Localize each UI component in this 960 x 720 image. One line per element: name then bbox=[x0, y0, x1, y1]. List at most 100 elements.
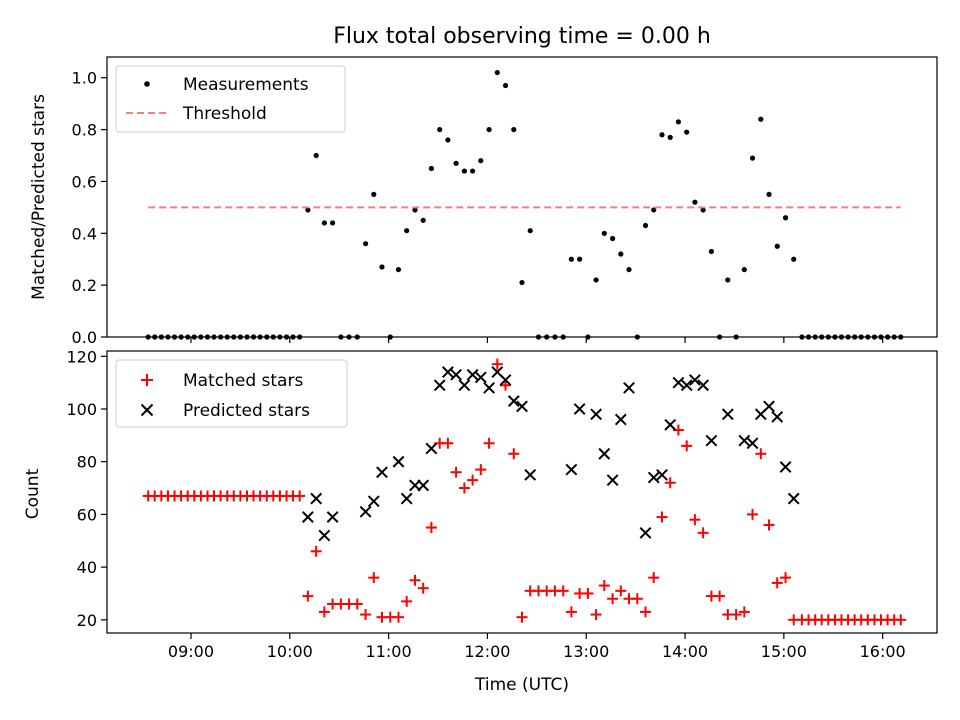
matched-stars-point bbox=[483, 437, 495, 449]
measurements-point bbox=[362, 241, 369, 247]
x-tick-label: 09:00 bbox=[168, 642, 214, 661]
predicted-stars-point bbox=[598, 447, 611, 460]
measurements-point bbox=[659, 132, 665, 138]
matched-stars-point bbox=[763, 519, 775, 531]
measurements-point bbox=[700, 207, 706, 213]
measurements-point bbox=[568, 256, 575, 262]
top-y-tick-label: 0.2 bbox=[72, 276, 97, 295]
bottom-y-tick-label: 40 bbox=[77, 558, 97, 577]
top-plot-area bbox=[145, 69, 904, 340]
measurements-point bbox=[494, 69, 500, 76]
predicted-stars-point bbox=[606, 474, 619, 487]
predicted-stars-point bbox=[310, 492, 323, 505]
legend-matched-marker bbox=[141, 374, 153, 386]
measurements-point bbox=[684, 129, 690, 135]
matched-stars-point bbox=[780, 572, 792, 584]
measurements-point bbox=[420, 217, 426, 223]
measurements-point bbox=[461, 168, 467, 174]
measurements-point bbox=[412, 207, 418, 213]
predicted-stars-point bbox=[318, 529, 331, 542]
x-tick-label: 12:00 bbox=[464, 642, 510, 661]
predicted-stars-point bbox=[400, 492, 413, 505]
matched-stars-point bbox=[656, 511, 668, 523]
measurements-point bbox=[593, 277, 599, 283]
measurements-point bbox=[618, 251, 624, 257]
top-legend: Measurements Threshold bbox=[115, 65, 346, 133]
predicted-stars-point bbox=[376, 466, 388, 479]
measurements-point bbox=[313, 152, 319, 159]
predicted-stars-point bbox=[359, 505, 372, 518]
measurements-point bbox=[741, 266, 747, 273]
bottom-legend: Matched stars Predicted stars bbox=[115, 359, 348, 428]
predicted-stars-point bbox=[721, 408, 734, 421]
matched-stars-point bbox=[607, 593, 619, 605]
predicted-stars-point bbox=[433, 379, 446, 392]
matched-stars-point bbox=[310, 545, 322, 557]
measurements-point bbox=[601, 230, 607, 236]
measurements-point bbox=[305, 207, 311, 213]
x-tick-label: 16:00 bbox=[860, 642, 906, 661]
matched-stars-point bbox=[895, 614, 907, 626]
matched-stars-point bbox=[499, 379, 511, 391]
measurements-point bbox=[478, 158, 484, 164]
predicted-stars-point bbox=[499, 374, 512, 386]
measurements-point bbox=[725, 277, 731, 283]
top-y-tick-label: 0.8 bbox=[72, 121, 97, 140]
matched-stars-point bbox=[475, 464, 487, 476]
measurements-point bbox=[453, 160, 459, 166]
bottom-y-tick-label: 20 bbox=[77, 611, 97, 630]
predicted-stars-point bbox=[680, 379, 693, 392]
matched-stars-point bbox=[582, 587, 594, 599]
matched-stars-point bbox=[392, 611, 404, 623]
matched-stars-point bbox=[755, 448, 767, 460]
measurements-point bbox=[791, 256, 797, 262]
predicted-stars-point bbox=[689, 374, 701, 386]
x-tick-label: 14:00 bbox=[662, 642, 708, 661]
bottom-plot-area bbox=[142, 358, 907, 626]
measurements-point bbox=[774, 243, 780, 249]
matched-stars-point bbox=[417, 582, 429, 594]
matched-stars-point bbox=[467, 474, 479, 486]
measurements-point bbox=[766, 191, 772, 198]
matched-stars-point bbox=[664, 477, 676, 489]
top-y-axis: 0.0 0.2 0.4 0.6 0.8 1.0 bbox=[72, 69, 107, 347]
predicted-stars-point bbox=[458, 379, 471, 392]
predicted-stars-point bbox=[639, 526, 652, 539]
predicted-stars-point bbox=[301, 511, 314, 523]
measurements-point bbox=[527, 228, 533, 234]
measurements-point bbox=[486, 126, 492, 133]
predicted-stars-point bbox=[367, 495, 380, 508]
top-y-axis-label: Matched/Predicted stars bbox=[29, 94, 49, 300]
predicted-stars-point bbox=[787, 492, 800, 505]
predicted-stars-point bbox=[417, 479, 430, 492]
predicted-stars-point bbox=[450, 368, 463, 381]
measurements-point bbox=[321, 220, 327, 226]
measurements-point bbox=[329, 220, 336, 226]
matched-stars-point bbox=[738, 606, 750, 618]
matched-stars-point bbox=[508, 448, 520, 460]
top-panel: 0.0 0.2 0.4 0.6 0.8 1.0 Matched/Predicted sta… bbox=[29, 56, 938, 347]
predicted-stars-point bbox=[664, 418, 677, 431]
measurements-point bbox=[428, 165, 434, 172]
matched-stars-point bbox=[409, 574, 421, 586]
measurements-point bbox=[371, 191, 377, 198]
predicted-stars-point bbox=[392, 455, 405, 468]
predicted-stars-point bbox=[623, 381, 635, 394]
matched-stars-point bbox=[565, 606, 577, 618]
bottom-x-axis: 09:00 10:00 11:00 12:00 13:00 14:00 15:00 16:00 bbox=[168, 633, 906, 661]
matched-stars-point bbox=[689, 514, 701, 526]
legend-threshold-label: Threshold bbox=[182, 104, 267, 124]
measurements-point bbox=[758, 116, 764, 122]
predicted-stars-point bbox=[573, 403, 586, 415]
x-axis-label: Time (UTC) bbox=[474, 675, 569, 695]
matched-stars-point bbox=[458, 482, 470, 494]
predicted-stars-point bbox=[326, 511, 339, 523]
measurements-point bbox=[395, 266, 402, 273]
measurements-point bbox=[651, 207, 657, 213]
top-y-tick-label: 0.6 bbox=[72, 172, 97, 191]
measurements-point bbox=[610, 235, 616, 242]
predicted-stars-point bbox=[474, 371, 487, 384]
predicted-stars-point bbox=[656, 468, 668, 481]
matched-stars-point bbox=[360, 609, 372, 621]
